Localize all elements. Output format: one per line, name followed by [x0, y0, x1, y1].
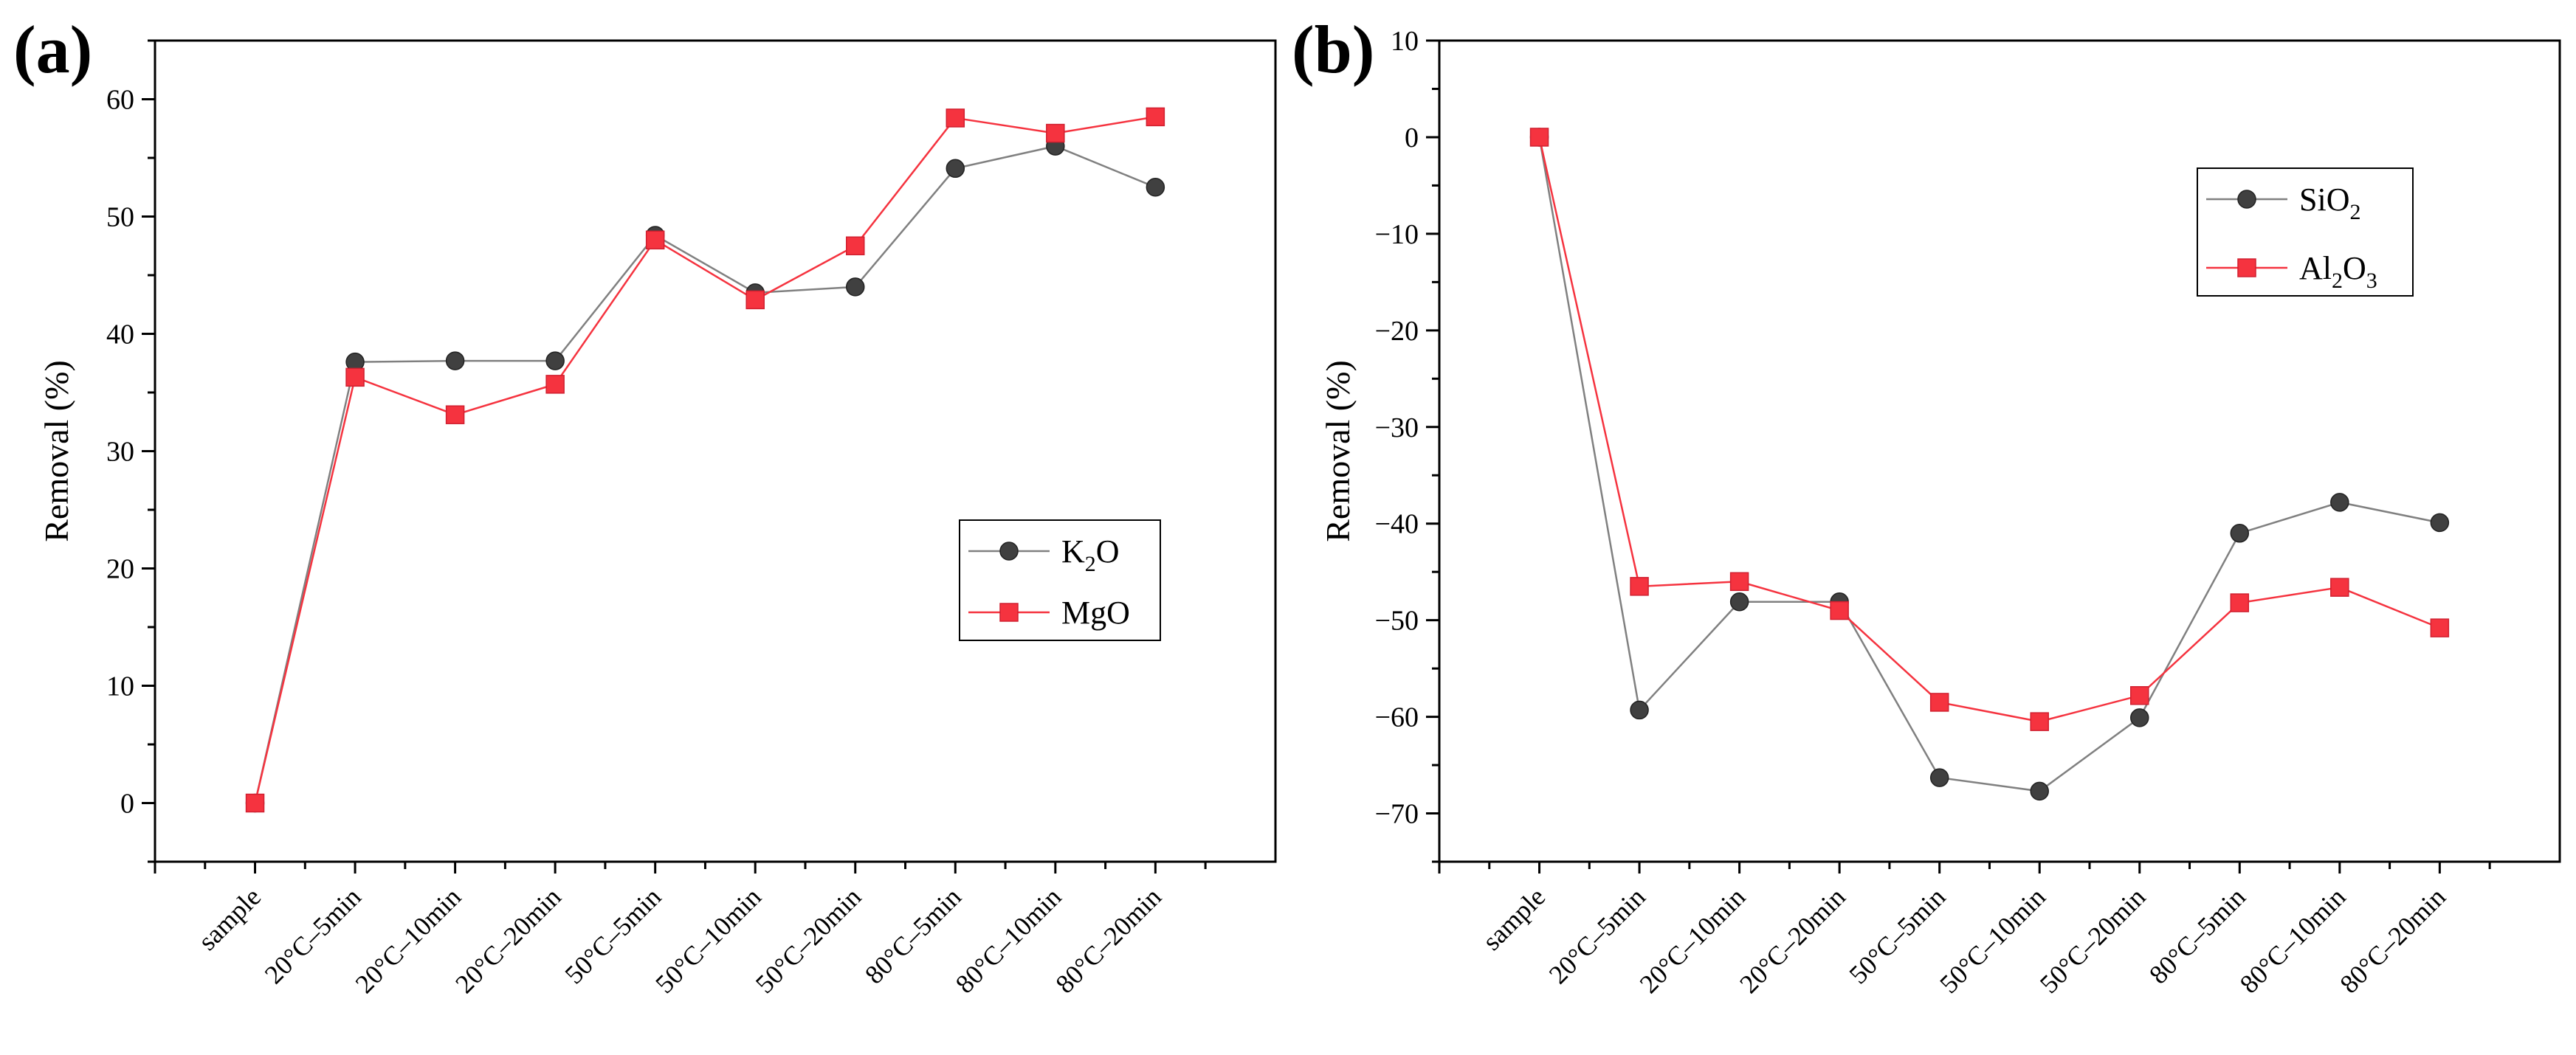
- panel-label: (a): [13, 12, 92, 87]
- x-tick-label: 20°C–5min: [259, 882, 367, 989]
- data-point: [1729, 572, 1749, 592]
- legend-label: Al2O3: [2299, 250, 2377, 293]
- legend-label: MgO: [1061, 595, 1130, 631]
- y-tick-label: −60: [1375, 702, 1419, 733]
- x-tick-label: 80°C–20min: [2334, 882, 2451, 999]
- legend-label: K2O: [1061, 533, 1120, 576]
- y-tick-label: 30: [106, 437, 134, 468]
- x-tick-label: 50°C–20min: [750, 882, 867, 999]
- legend-marker: [999, 603, 1019, 622]
- data-point: [1146, 178, 1165, 197]
- data-point: [645, 230, 665, 250]
- data-point: [946, 108, 965, 128]
- data-point: [2330, 578, 2349, 597]
- legend-label: SiO2: [2299, 181, 2360, 224]
- data-point: [1830, 601, 1849, 620]
- data-point: [1046, 123, 1065, 143]
- y-tick-label: 10: [1391, 26, 1419, 57]
- x-tick-label: 80°C–10min: [2234, 882, 2352, 999]
- x-tick-label: 50°C–10min: [650, 882, 767, 999]
- x-tick-label: 50°C–5min: [1843, 882, 1951, 989]
- plot-frame: [1438, 39, 2561, 863]
- legend-box: [959, 519, 1161, 641]
- data-point: [1146, 107, 1165, 127]
- x-tick-label: 80°C–10min: [950, 882, 1067, 999]
- series-line: [254, 145, 1156, 803]
- series-line: [254, 116, 1156, 803]
- series-line: [1538, 136, 2440, 792]
- x-tick-label: 50°C–5min: [559, 882, 667, 989]
- data-point: [545, 351, 565, 370]
- x-tick-label: sample: [1477, 882, 1551, 955]
- x-tick-label: 20°C–20min: [450, 882, 567, 999]
- y-tick-label: 0: [1405, 122, 1419, 153]
- y-tick-label: −70: [1375, 799, 1419, 830]
- legend: SiO2 Al2O3: [2197, 167, 2414, 297]
- data-point: [445, 351, 465, 370]
- legend-marker: [2237, 258, 2256, 277]
- data-point: [1929, 693, 1949, 712]
- legend-marker: [2237, 190, 2256, 209]
- x-tick-label: 80°C–5min: [859, 882, 967, 989]
- y-tick-label: −50: [1375, 606, 1419, 637]
- series-mgo: [245, 107, 1165, 813]
- data-point: [445, 405, 465, 424]
- legend-marker: [999, 542, 1019, 561]
- y-tick-label: −40: [1375, 509, 1419, 540]
- data-point: [1529, 128, 1549, 147]
- y-axis-title: Removal (%): [38, 360, 75, 542]
- y-tick-label: 50: [106, 202, 134, 233]
- data-point: [1729, 592, 1749, 612]
- data-point: [2030, 781, 2049, 801]
- x-tick-label: 50°C–20min: [2034, 882, 2152, 999]
- x-tick-label: 80°C–5min: [2143, 882, 2251, 989]
- data-point: [745, 290, 765, 310]
- series-k2o: [245, 136, 1165, 813]
- data-point: [1630, 577, 1649, 596]
- y-tick-label: 20: [106, 554, 134, 585]
- data-point: [946, 159, 965, 179]
- x-tick-label: 20°C–20min: [1734, 882, 1851, 999]
- plot-frame: [154, 39, 1277, 863]
- y-tick-label: 40: [106, 319, 134, 350]
- data-point: [2130, 708, 2149, 727]
- panel-label: (b): [1292, 12, 1374, 87]
- y-tick-label: 10: [106, 671, 134, 702]
- y-tick-label: −20: [1375, 316, 1419, 347]
- data-point: [2230, 524, 2250, 543]
- data-point: [2330, 493, 2349, 512]
- data-point: [545, 375, 565, 394]
- data-point: [2430, 618, 2450, 637]
- chart-panel-b: (b) Removal (%) 10 0 −10 −20 −30 −40 −50 −60 −70 sa…: [1292, 12, 2561, 999]
- y-axis-title: Removal (%): [1319, 360, 1357, 542]
- legend: K2O MgO: [959, 519, 1161, 641]
- legend-box: [2197, 167, 2414, 297]
- x-tick-label: 80°C–20min: [1050, 882, 1167, 999]
- y-tick-label: 60: [106, 85, 134, 116]
- data-point: [2130, 686, 2149, 705]
- series-al2o3: [1529, 128, 2450, 731]
- series-line: [1538, 136, 2440, 723]
- y-tick-label: 0: [120, 789, 134, 820]
- data-point: [2430, 513, 2450, 533]
- x-tick-label: sample: [193, 882, 266, 955]
- y-tick-label: −10: [1375, 219, 1419, 250]
- data-point: [846, 277, 865, 297]
- x-tick-label: 20°C–10min: [1634, 882, 1752, 999]
- x-tick-label: 20°C–10min: [350, 882, 467, 999]
- data-point: [1929, 768, 1949, 787]
- data-point: [846, 236, 865, 255]
- data-point: [345, 367, 365, 387]
- chart-panel-a: (a) Removal (%) 0 10 20 30 40 50 60 sample20°C–5m…: [13, 12, 1277, 999]
- x-tick-label: 50°C–10min: [1934, 882, 2051, 999]
- y-tick-label: −30: [1375, 412, 1419, 443]
- data-point: [245, 793, 265, 813]
- data-point: [2030, 712, 2049, 731]
- data-point: [1630, 700, 1649, 720]
- data-point: [2230, 593, 2250, 612]
- x-tick-label: 20°C–5min: [1543, 882, 1651, 989]
